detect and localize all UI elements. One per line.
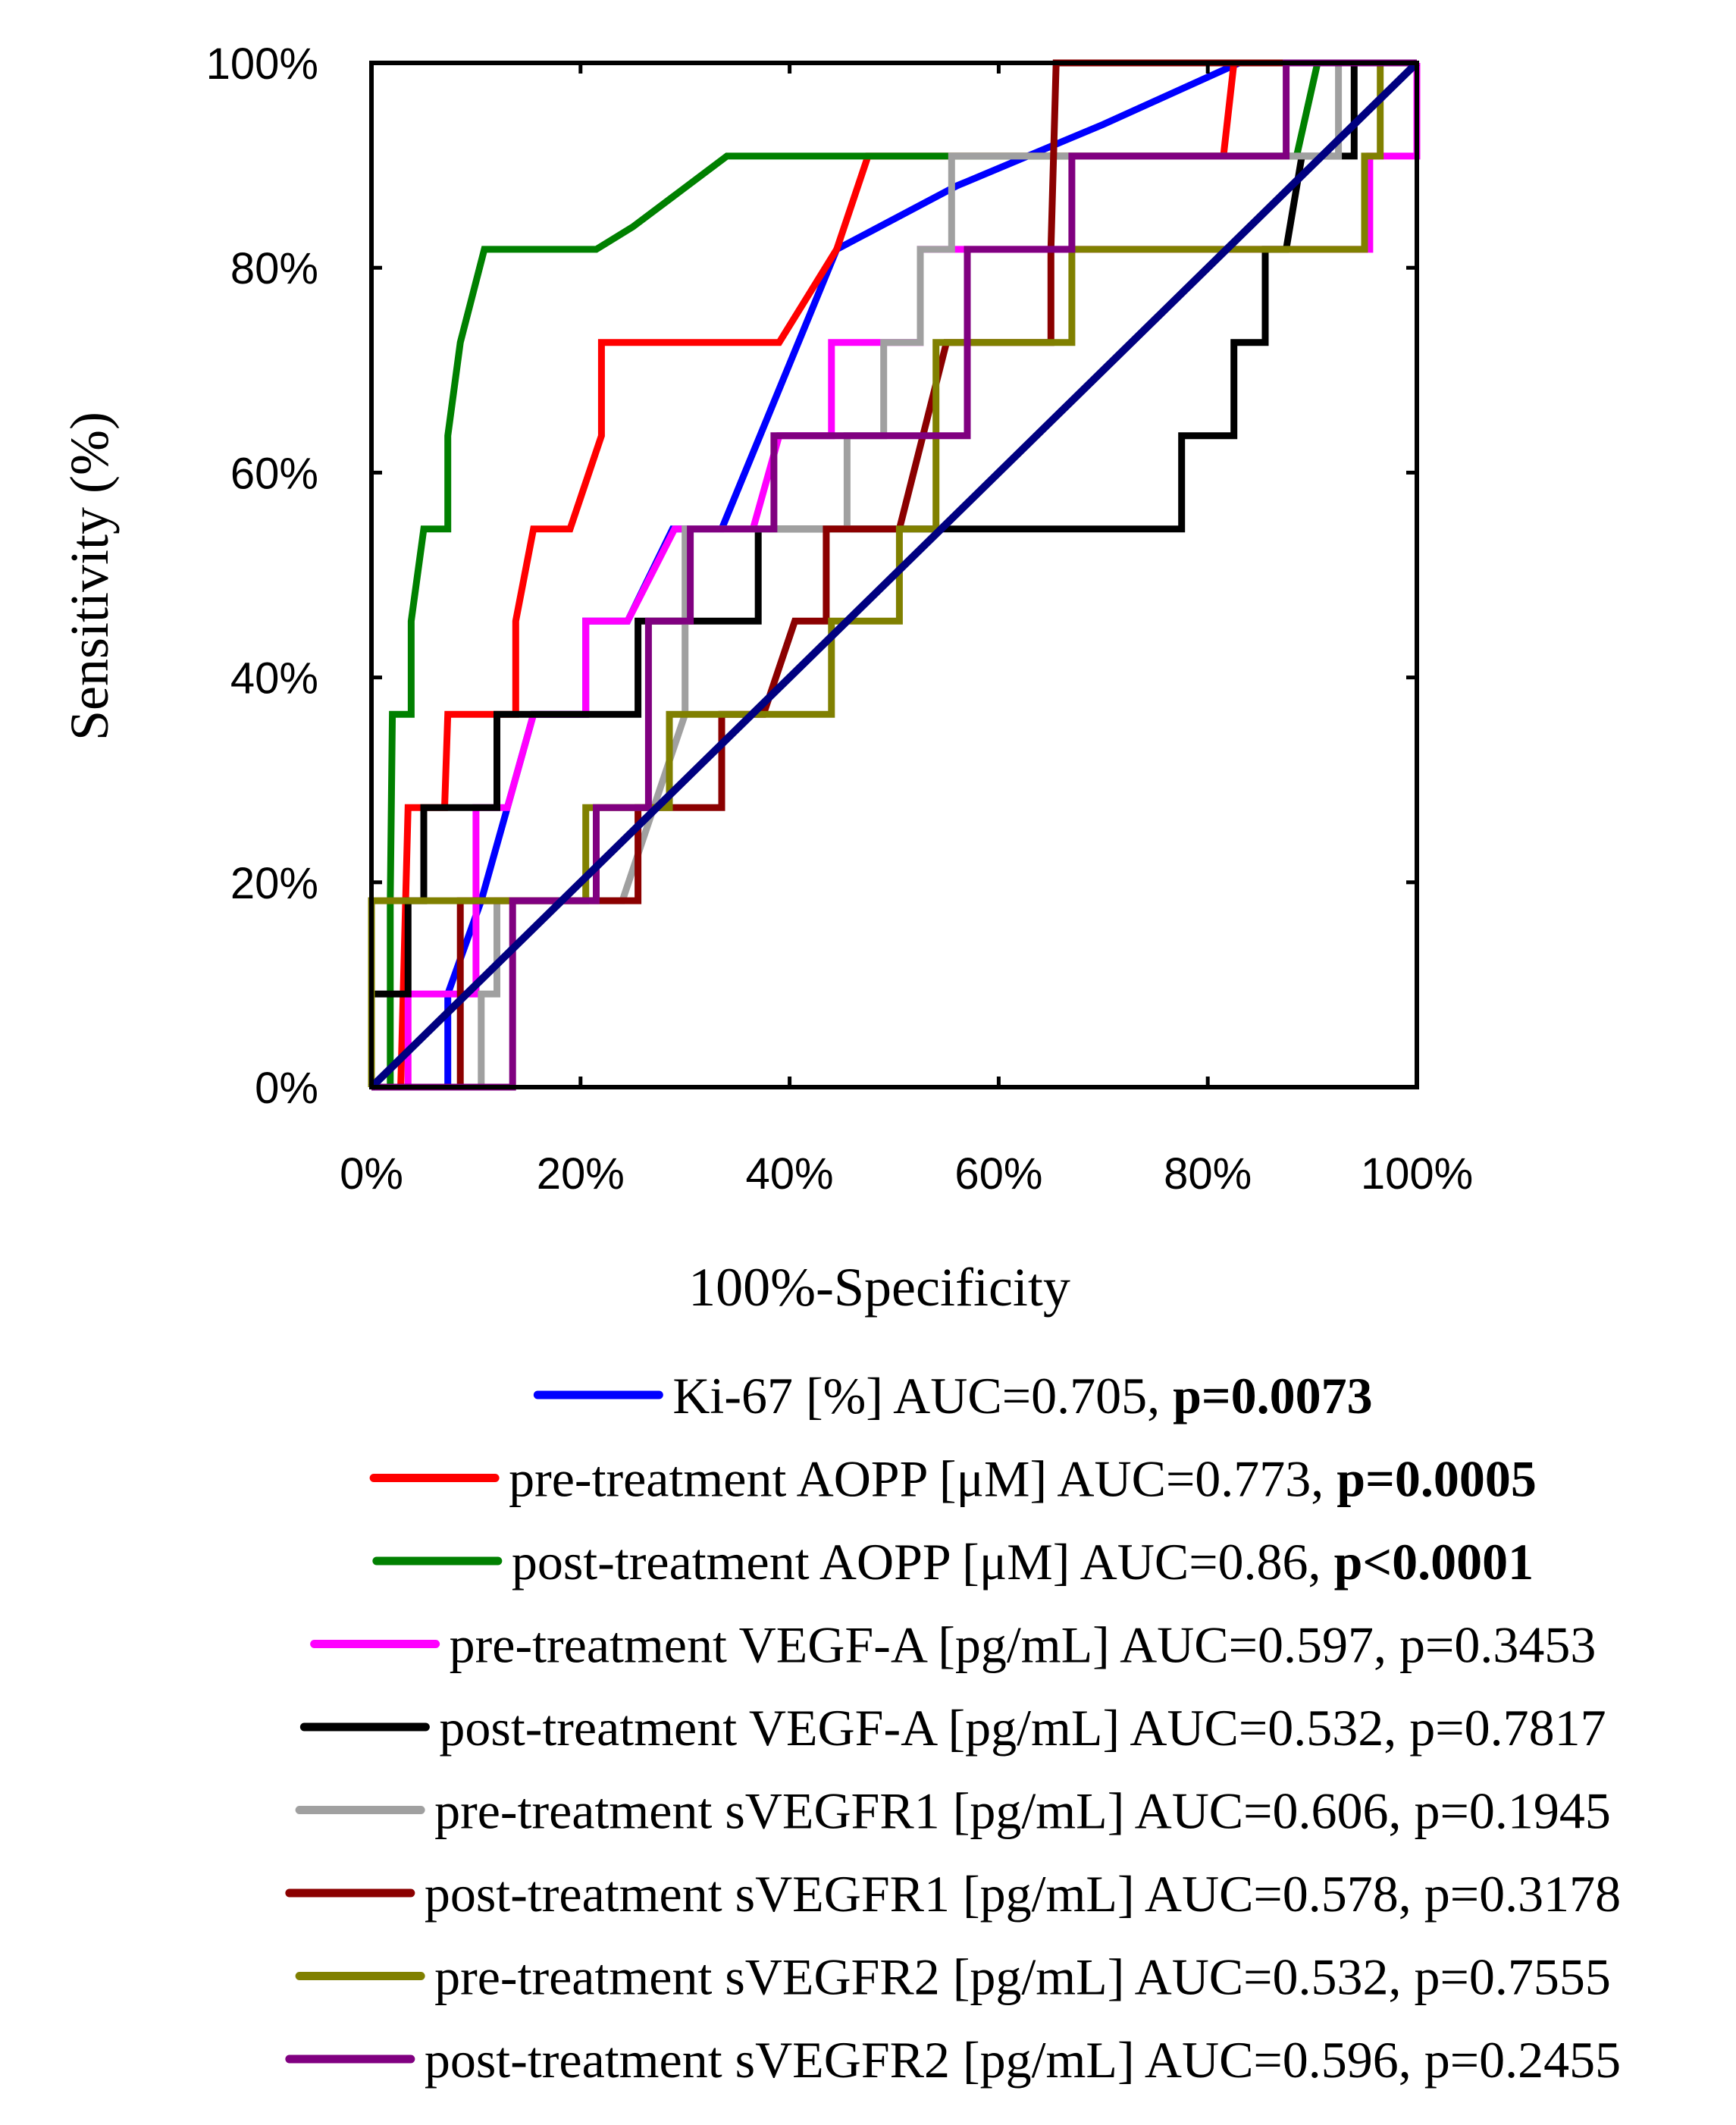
legend-item-pre_svegfr1: pre-treatment sVEGFR1 [pg/mL] AUC=0.606,… [295,1782,1611,1840]
ticks-layer: 0% 20% 40% 60% 80% 100% 0% 20% 40% 60% 80% 100% [206,39,1474,1199]
legend-item-post_vegfa: post-treatment VEGF-A [pg/mL] AUC=0.532,… [299,1699,1606,1757]
x-tick-label: 60% [954,1149,1042,1199]
y-tick-label: 20% [230,859,318,908]
legend-label: post-treatment sVEGFR2 [pg/mL] AUC=0.596… [425,2031,1621,2089]
legend-item-pre_vegfa: pre-treatment VEGF-A [pg/mL] AUC=0.597, … [310,1616,1597,1674]
legend-item-pre_svegfr2: pre-treatment sVEGFR2 [pg/mL] AUC=0.532,… [295,1948,1611,2006]
legend-label: pre-treatment VEGF-A [pg/mL] AUC=0.597, … [450,1616,1597,1674]
x-tick-label: 0% [340,1149,403,1199]
legend-label: post-treatment VEGF-A [pg/mL] AUC=0.532,… [439,1699,1606,1757]
x-axis-label: 100%-Specificity [688,1257,1070,1318]
x-tick-label: 40% [746,1149,834,1199]
series-line-reference [368,60,1420,1090]
legend-label: post-treatment AOPP [μM] AUC=0.86, p<0.0… [512,1533,1534,1591]
y-axis-label: Sensitivity (%) [59,412,120,741]
x-tick-label: 80% [1164,1149,1252,1199]
legend-label: pre-treatment sVEGFR1 [pg/mL] AUC=0.606,… [434,1782,1611,1840]
legend-label: Ki-67 [%] AUC=0.705, p=0.0073 [672,1367,1372,1425]
y-tick-label: 100% [206,39,318,89]
legend-item-post_aopp: post-treatment AOPP [μM] AUC=0.86, p<0.0… [372,1533,1534,1591]
legend-label: post-treatment sVEGFR1 [pg/mL] AUC=0.578… [425,1865,1621,1923]
plot-frame [369,61,1419,1089]
series-line-pre_svegfr2 [368,59,1417,1087]
legend-item-post_svegfr1: post-treatment sVEGFR1 [pg/mL] AUC=0.578… [285,1865,1621,1923]
legend-item-ki67: Ki-67 [%] AUC=0.705, p=0.0073 [533,1367,1373,1425]
legend-label: pre-treatment sVEGFR2 [pg/mL] AUC=0.532,… [434,1948,1611,2006]
y-tick-label: 0% [255,1064,318,1113]
series-line-post_svegfr2 [371,59,1417,1091]
y-tick-label: 40% [230,654,318,704]
series-line-pre_svegfr1 [371,59,1417,1091]
legend-item-post_svegfr2: post-treatment sVEGFR2 [pg/mL] AUC=0.596… [285,2031,1621,2089]
y-tick-label: 60% [230,449,318,498]
x-tick-label: 100% [1361,1149,1473,1199]
legend-item-pre_aopp: pre-treatment AOPP [μM] AUC=0.773, p=0.0… [369,1450,1537,1508]
legend: Ki-67 [%] AUC=0.705, p=0.0073 pre-treatme… [285,1367,1621,2089]
legend-label: pre-treatment AOPP [μM] AUC=0.773, p=0.0… [509,1450,1537,1508]
x-tick-label: 20% [537,1149,625,1199]
y-tick-label: 80% [230,244,318,293]
series-line-post_aopp [371,59,1417,1091]
series-layer [368,59,1421,1091]
